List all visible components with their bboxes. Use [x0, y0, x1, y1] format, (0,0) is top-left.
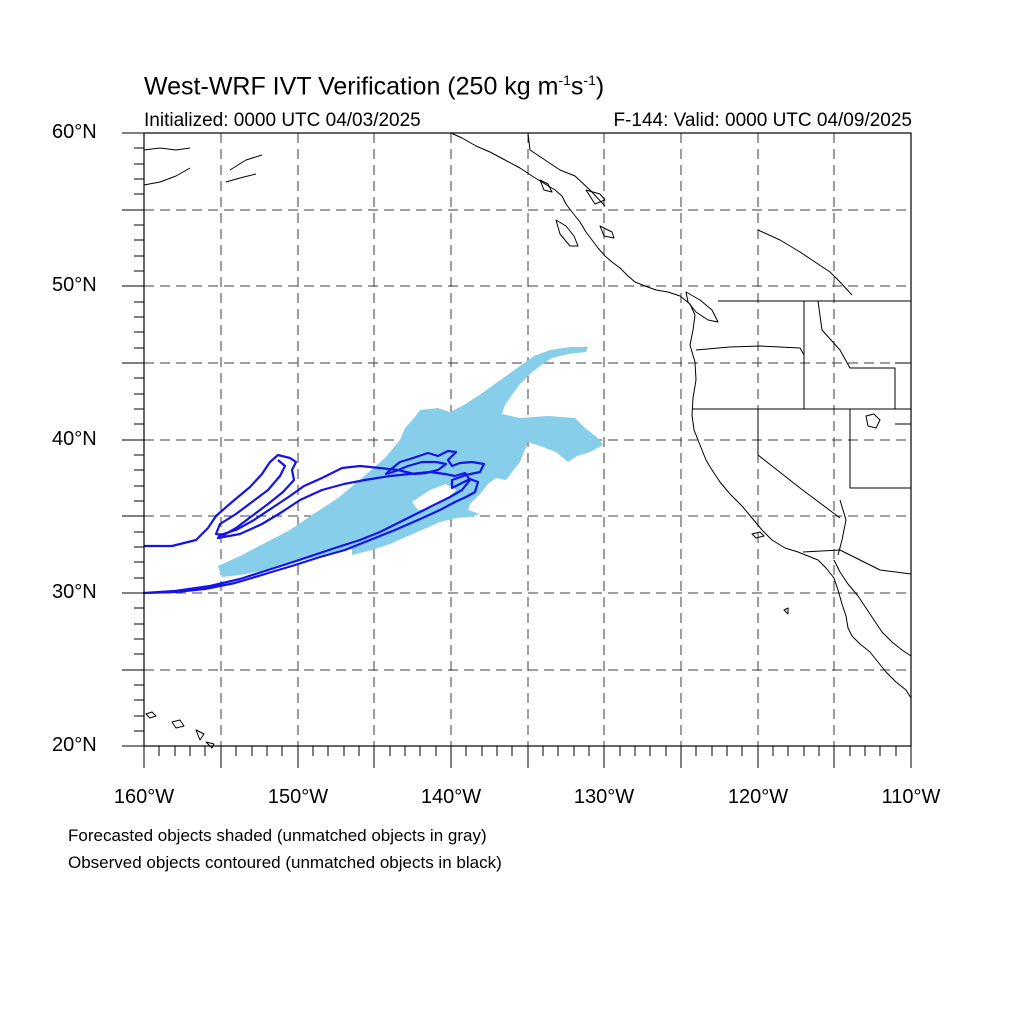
- x-label-150w: 150°W: [267, 786, 329, 808]
- x-label-110w: 110°W: [881, 786, 941, 808]
- california-nevada-border: [757, 409, 841, 519]
- forecast-ivt-object: [218, 347, 603, 577]
- y-major-ticks: [122, 132, 144, 747]
- nevada-arizona-border: [849, 409, 911, 489]
- x-minor-ticks: [158, 746, 897, 756]
- forecast-hole: [412, 484, 456, 510]
- west-coast: [689, 303, 912, 699]
- y-label-20n: 20°N: [52, 734, 97, 756]
- x-label-130w: 130°W: [573, 786, 635, 808]
- observed-note: Observed objects contoured (unmatched ob…: [68, 853, 502, 872]
- us-mexico-border: [802, 549, 912, 575]
- y-label-30n: 30°N: [52, 581, 97, 603]
- channel-islands: [751, 531, 789, 615]
- initialized-label: Initialized: 0000 UTC 04/03/2025: [144, 110, 421, 131]
- idaho-east-border: [817, 300, 896, 409]
- x-major-ticks: [143, 746, 912, 768]
- y-label-40n: 40°N: [52, 428, 97, 450]
- y-minor-ticks: [134, 147, 144, 732]
- x-label-120w: 120°W: [727, 786, 789, 808]
- aleutian-islands: [143, 147, 263, 186]
- alaska-islands: [539, 179, 615, 247]
- figure-title: West-WRF IVT Verification (250 kg m-1s-1…: [144, 72, 605, 101]
- x-label-140w: 140°W: [420, 786, 482, 808]
- utah-east-border: [895, 362, 911, 425]
- observed-contour-main: [142, 449, 486, 595]
- x-label-160w: 160°W: [113, 786, 175, 808]
- great-salt-lake: [865, 413, 881, 429]
- y-label-60n: 60°N: [52, 121, 97, 143]
- alaska-coast: [450, 132, 691, 305]
- valid-label: F-144: Valid: 0000 UTC 04/09/2025: [613, 110, 912, 131]
- washington-oregon-border: [695, 345, 805, 356]
- forecast-note: Forecasted objects shaded (unmatched obj…: [68, 826, 487, 845]
- colorado-river: [837, 499, 847, 556]
- alaska-canada-border: [527, 132, 606, 207]
- axis-ticks: [122, 132, 912, 768]
- hawaii-islands: [145, 711, 215, 749]
- vancouver-island: [685, 291, 719, 323]
- canada-rivers: [757, 229, 853, 296]
- observed-contour-northwest: [144, 453, 298, 548]
- coastlines-and-borders: [143, 132, 912, 749]
- gulf-of-california: [833, 559, 912, 657]
- observed-contours: [142, 449, 486, 595]
- y-label-50n: 50°N: [52, 274, 97, 296]
